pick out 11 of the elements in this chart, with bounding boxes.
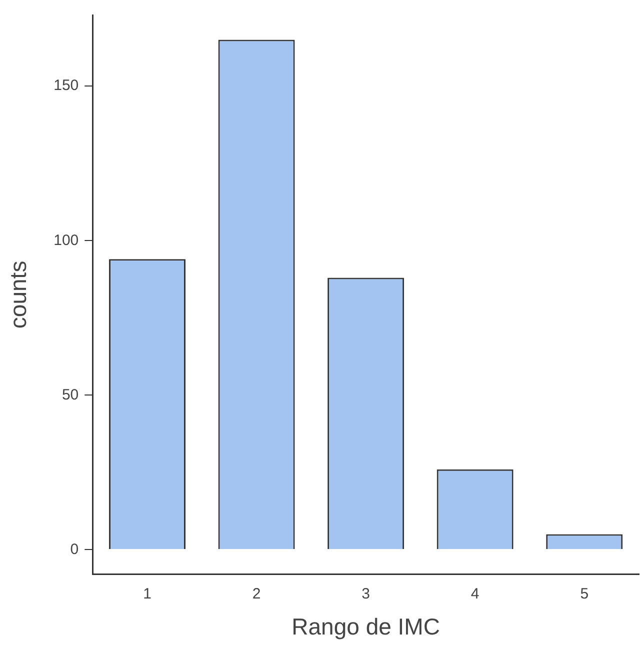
y-axis-title: counts: [5, 260, 32, 329]
x-tick-label: 1: [143, 586, 152, 603]
x-tick-label: 2: [252, 586, 261, 603]
y-tick-label: 100: [54, 232, 79, 249]
y-tick-label: 50: [62, 386, 79, 404]
x-tick-label: 5: [580, 586, 589, 603]
x-tick-label: 4: [470, 586, 480, 603]
x-tick-label: 3: [362, 586, 370, 603]
x-axis-title: Rango de IMC: [292, 614, 440, 640]
y-tick-label: 0: [70, 540, 79, 558]
y-tick-label: 150: [54, 77, 79, 94]
